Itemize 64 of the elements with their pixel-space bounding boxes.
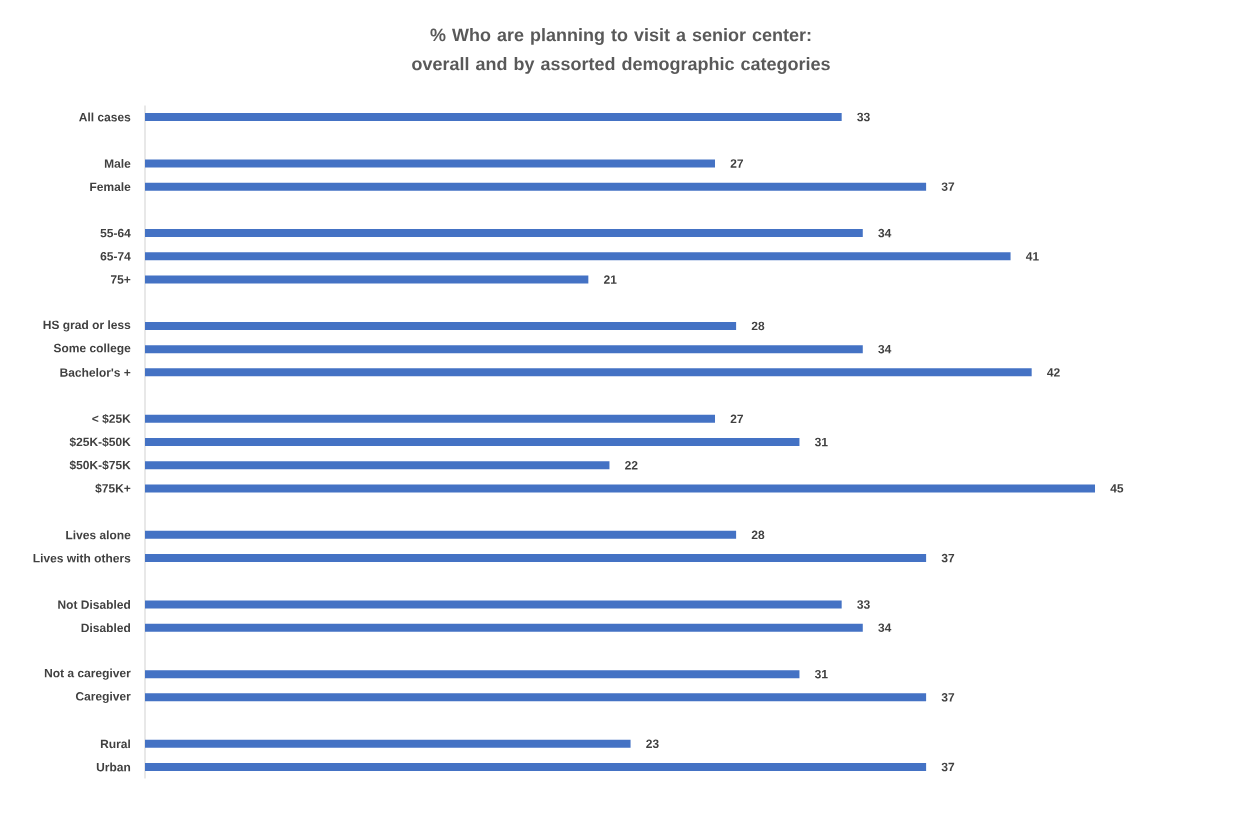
bar [145,693,927,702]
y-tick-label: 65-74 [100,252,131,261]
y-tick-label: Some college [53,343,131,355]
y-tick-label: < $25K [92,413,131,424]
data-label: 33 [857,112,870,122]
bar [145,182,927,191]
bar [145,461,610,470]
data-label: 21 [603,275,617,284]
bar [145,484,1096,493]
data-label: 34 [878,623,892,632]
bar [145,252,1011,261]
data-label: 37 [941,762,955,772]
chart-title: % Who are planning to visit a senior center: overall and by assorted demographic categories [412,28,830,74]
data-label: 23 [646,739,659,749]
y-tick-label: Lives alone [66,530,131,540]
bar [145,600,842,609]
data-label: 27 [730,159,744,168]
bar [145,229,863,238]
bar [145,739,631,748]
data-label: 28 [751,530,765,540]
data-label: 22 [625,461,638,470]
y-tick-label: HS grad or less [43,320,131,332]
data-label: 28 [751,321,765,331]
data-label: 27 [730,414,744,423]
y-tick-label: $50K-$75K [69,460,131,471]
bar [145,623,863,632]
data-label: 31 [814,669,828,679]
bar [145,670,800,679]
data-label: 37 [941,553,955,563]
y-tick-label: $25K-$50K [69,437,131,447]
y-tick-label: 75+ [110,275,131,284]
y-tick-label: Male [104,159,131,168]
bar [145,763,927,771]
bar [145,345,863,354]
bar [145,368,1032,377]
y-tick-label: Female [90,182,131,192]
bar [145,113,842,122]
data-label: 37 [941,693,955,702]
y-tick-label: Disabled [81,623,131,633]
bar [145,530,737,539]
y-tick-label: Rural [100,739,130,749]
data-label: 37 [941,182,955,191]
bar [145,414,715,423]
bar [145,275,589,284]
bar [145,159,715,168]
y-tick-label: Urban [96,762,131,772]
data-label: 45 [1110,484,1124,493]
bar [145,321,737,330]
y-tick-label: Bachelor's + [60,367,131,377]
data-label: 31 [814,437,828,447]
data-label: 33 [857,600,870,609]
y-tick-label: All cases [79,112,131,122]
y-tick-label: 55-64 [100,228,131,238]
y-tick-label: Not a caregiver [44,668,131,680]
data-label: 34 [878,344,892,354]
data-label: 41 [1025,252,1039,261]
bar [145,438,800,447]
y-tick-label: $75K+ [95,483,131,494]
y-tick-label: Not Disabled [58,600,130,609]
y-tick-label: Lives with others [33,553,131,563]
data-label: 34 [878,228,892,238]
bar [145,554,927,563]
data-label: 42 [1047,368,1060,377]
y-tick-label: Caregiver [75,691,131,703]
